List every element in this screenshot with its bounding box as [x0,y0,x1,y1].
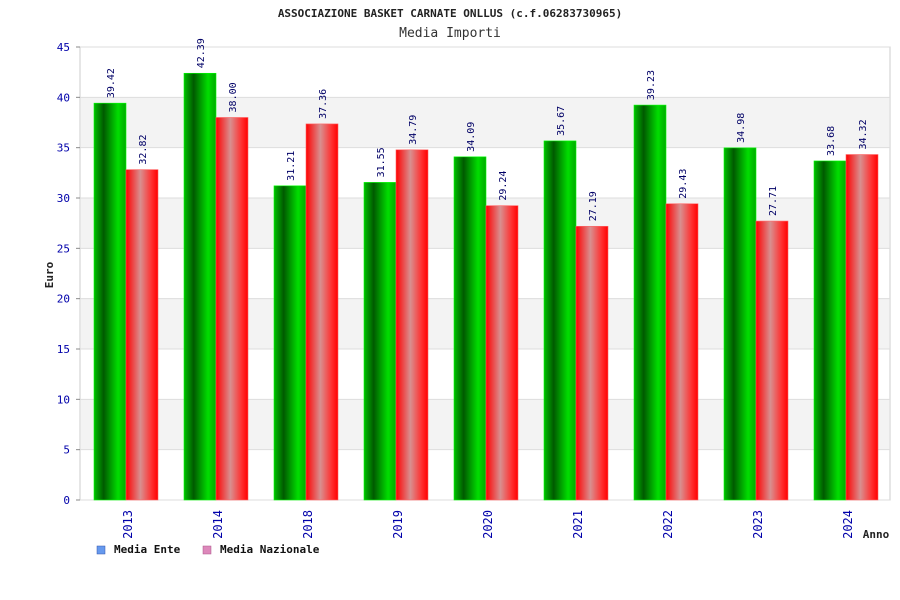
bar-media-nazionale-2023 [755,220,789,501]
data-label-media-nazionale-2020: 29.24 [498,171,509,201]
bar-media-ente-2024 [813,160,847,501]
data-label-media-ente-2023: 34.98 [736,113,747,143]
bar-media-ente-2022 [633,104,667,501]
y-tick-label: 40 [57,91,70,104]
y-tick-label: 35 [57,142,70,155]
legend-swatch-media-ente [96,545,106,555]
data-label-media-nazionale-2023: 27.71 [768,186,779,216]
x-tick-label-2024: 2024 [841,510,855,539]
data-label-media-ente-2021: 35.67 [556,106,567,136]
bar-media-nazionale-2024 [845,154,879,501]
bar-media-ente-2019 [363,182,397,501]
x-tick-label-2022: 2022 [661,510,675,539]
data-label-media-nazionale-2022: 29.43 [678,169,689,199]
data-labels-group: 39.42 32.82 42.39 38.00 31.21 37.36 31.55 34.79… [106,38,869,221]
data-label-media-nazionale-2021: 27.19 [588,191,599,221]
y-tick-label: 0 [63,494,70,507]
data-label-media-ente-2018: 31.21 [286,151,297,181]
legend-label-media-nazionale: Media Nazionale [220,543,320,556]
x-tick-label-2013: 2013 [121,510,135,539]
x-axis-label: Anno [863,528,890,541]
bar-media-nazionale-2014 [215,117,249,501]
data-label-media-ente-2020: 34.09 [466,122,477,152]
data-label-media-nazionale-2018: 37.36 [318,89,329,119]
legend-label-media-ente: Media Ente [114,543,181,556]
data-label-media-ente-2022: 39.23 [646,70,657,100]
y-tick-label: 20 [57,293,70,306]
x-tick-label-2019: 2019 [391,510,405,539]
bar-media-nazionale-2013 [125,169,159,501]
bar-media-ente-2013 [93,102,127,501]
data-label-media-ente-2014: 42.39 [196,38,207,68]
x-tick-label-2018: 2018 [301,510,315,539]
bar-media-nazionale-2022 [665,203,699,501]
bar-media-nazionale-2021 [575,225,609,501]
x-tick-label-2020: 2020 [481,510,495,539]
bar-media-ente-2021 [543,140,577,501]
legend: Media Ente Media Nazionale [96,543,320,556]
x-tick-label-2021: 2021 [571,510,585,539]
bar-media-ente-2018 [273,185,307,501]
y-axis-label: Euro [43,261,56,288]
y-tick-label: 25 [57,242,70,255]
bar-media-nazionale-2020 [485,205,519,501]
bars-group [93,72,879,501]
y-tick-label: 30 [57,192,70,205]
y-axis: 0 5 10 15 20 25 30 35 40 45 [57,41,80,507]
y-tick-label: 10 [57,393,70,406]
x-tick-label-2014: 2014 [211,510,225,539]
data-label-media-ente-2024: 33.68 [826,126,837,156]
data-label-media-nazionale-2019: 34.79 [408,115,419,145]
x-tick-label-2023: 2023 [751,510,765,539]
chart-subtitle: Media Importi [399,26,501,41]
data-label-media-nazionale-2014: 38.00 [228,82,239,112]
bar-media-ente-2020 [453,156,487,501]
legend-swatch-media-nazionale [202,545,212,555]
bar-media-ente-2014 [183,72,217,501]
bar-media-nazionale-2019 [395,149,429,501]
x-axis: 2013 2014 2018 2019 2020 2021 2022 2023 2024 [121,510,855,539]
data-label-media-nazionale-2013: 32.82 [138,135,149,165]
y-tick-label: 15 [57,343,70,356]
chart-title: ASSOCIAZIONE BASKET CARNATE ONLLUS (c.f.… [278,7,622,20]
data-label-media-nazionale-2024: 34.32 [858,119,869,149]
data-label-media-ente-2019: 31.55 [376,147,387,177]
y-tick-label: 5 [63,444,70,457]
bar-media-ente-2023 [723,147,757,501]
y-tick-label: 45 [57,41,70,54]
data-label-media-ente-2013: 39.42 [106,68,117,98]
bar-media-nazionale-2018 [305,123,339,501]
